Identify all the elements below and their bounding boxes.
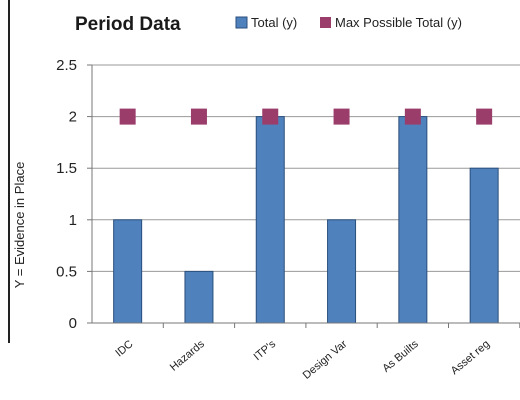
- bar-4: [398, 116, 428, 324]
- y-axis-label: Y = Evidence in Place: [12, 162, 27, 289]
- chart-title: Period Data: [75, 14, 181, 35]
- y-tick-label: 0: [69, 315, 77, 332]
- max-marker-3: [333, 108, 350, 125]
- x-tick-label: Design Var: [301, 338, 350, 382]
- bar-3: [327, 219, 357, 324]
- max-marker-2: [262, 108, 279, 125]
- legend-swatch-total: [235, 16, 248, 29]
- y-tick-label: 1: [69, 212, 77, 229]
- bar-2: [255, 116, 285, 324]
- legend-swatch-max: [320, 17, 331, 28]
- chart-frame-edge: [0, 0, 10, 343]
- x-tick-label: Asset reg: [449, 338, 492, 377]
- x-tick-label: IDC: [113, 338, 135, 359]
- y-tick-label: 2.5: [56, 57, 77, 74]
- legend-label-total: Total (y): [251, 15, 297, 30]
- y-tick-label: 0.5: [56, 263, 77, 280]
- max-marker-1: [190, 108, 207, 125]
- x-tick-label: Hazards: [168, 338, 207, 374]
- max-markers: [119, 108, 493, 125]
- gridlines: [87, 64, 520, 324]
- x-tick-label: As Builts: [380, 338, 421, 375]
- legend: Total (y) Max Possible Total (y): [235, 15, 462, 30]
- bar-0: [113, 219, 143, 324]
- y-tick-labels: 0 0.5 1 1.5 2 2.5: [56, 57, 77, 332]
- x-tick-labels: IDC Hazards ITP's Design Var As Builts Asset …: [113, 323, 520, 382]
- bar-5: [469, 167, 499, 324]
- bars: [113, 116, 499, 324]
- y-tick-label: 2: [69, 109, 77, 126]
- bar-1: [184, 270, 214, 324]
- max-marker-0: [119, 108, 136, 125]
- max-marker-4: [404, 108, 421, 125]
- legend-label-max: Max Possible Total (y): [335, 15, 462, 30]
- x-tick-label: ITP's: [252, 338, 279, 363]
- max-marker-5: [476, 108, 493, 125]
- y-tick-label: 1.5: [56, 160, 77, 177]
